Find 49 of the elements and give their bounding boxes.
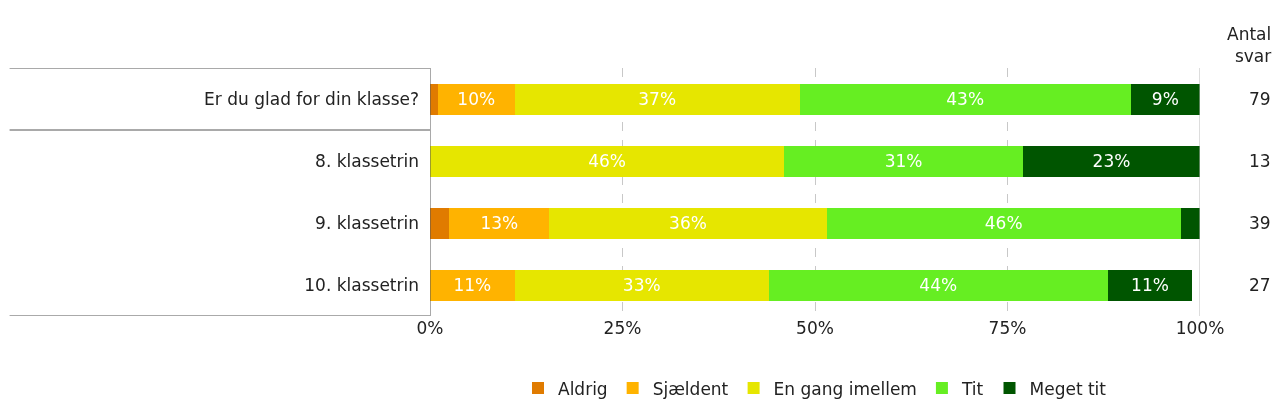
bar <box>1022 145 1200 177</box>
bar <box>784 145 1023 177</box>
x-tick-label: 75% <box>988 318 1027 338</box>
text: 39 <box>1249 213 1271 233</box>
data-label: 37% <box>638 89 677 109</box>
legend-label: Meget tit <box>1029 378 1107 399</box>
bar <box>826 207 1181 239</box>
legend-label: Tit <box>960 378 984 399</box>
bar <box>430 145 785 177</box>
text: 27 <box>1249 275 1271 295</box>
y-tick-label: 8. klassetrin <box>315 150 419 171</box>
legend-label: Aldrig <box>558 378 608 399</box>
bar <box>1107 269 1193 301</box>
data-label: 11% <box>1131 275 1169 295</box>
legend-label: Sjældent <box>652 378 729 399</box>
bar <box>799 83 1131 115</box>
data-label: 36% <box>669 213 707 233</box>
x-tick-label: 100% <box>1175 318 1225 338</box>
text: 79 <box>1249 89 1271 109</box>
text: Antal svar <box>1227 24 1272 67</box>
bar <box>549 207 827 239</box>
x-tick-label: 25% <box>603 318 642 338</box>
x-tick-label: 0% <box>416 318 444 338</box>
y-tick-label: 10. klassetrin <box>304 274 419 295</box>
data-label: 46% <box>984 213 1023 233</box>
data-label: 10% <box>457 89 496 109</box>
bar <box>430 269 515 301</box>
data-label: 46% <box>588 151 626 171</box>
y-tick-label: Er du glad for din klasse? <box>204 88 419 109</box>
data-label: 31% <box>884 151 923 171</box>
data-label: 44% <box>919 275 958 295</box>
bar <box>514 83 800 115</box>
bar <box>430 207 450 239</box>
y-tick-label: 9. klassetrin <box>315 212 419 233</box>
data-label: 43% <box>946 89 985 109</box>
bar <box>1180 207 1200 239</box>
bar <box>449 207 550 239</box>
data-label: 23% <box>1092 151 1131 171</box>
x-tick-label: 50% <box>796 318 834 338</box>
data-label: 9% <box>1151 89 1179 109</box>
text: 13 <box>1249 151 1271 171</box>
bar <box>514 269 769 301</box>
data-label: 11% <box>453 275 492 295</box>
data-label: 33% <box>622 275 661 295</box>
bar <box>430 83 438 115</box>
bar <box>768 269 1108 301</box>
data-label: 13% <box>480 213 519 233</box>
legend-label: En gang imellem <box>773 378 917 399</box>
bar <box>437 83 515 115</box>
